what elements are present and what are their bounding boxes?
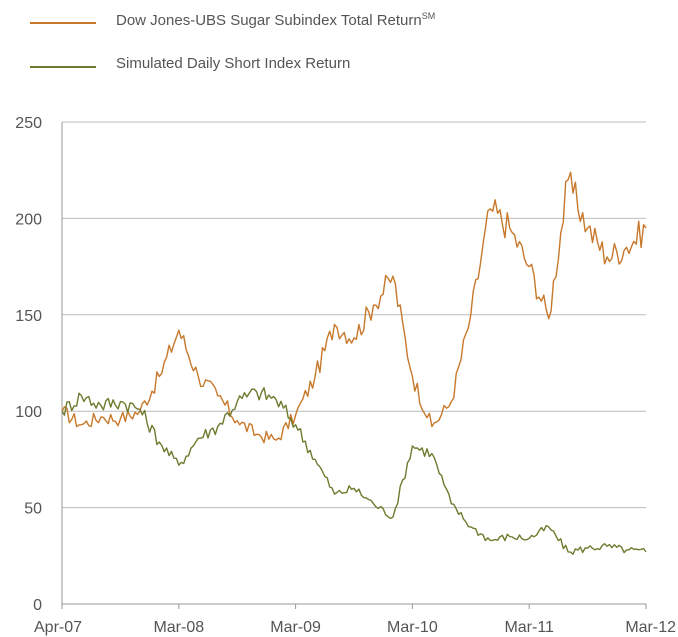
legend-label-total-return: Dow Jones-UBS Sugar Subindex Total Retur…: [116, 11, 435, 29]
legend-label-superscript: SM: [421, 11, 436, 21]
x-tick-label: Mar-11: [504, 619, 554, 636]
x-tick-label: Mar-09: [270, 619, 321, 636]
legend-swatch-short-return: [30, 66, 96, 68]
y-tick-label: 150: [15, 308, 42, 325]
x-tick-label: Mar-10: [387, 619, 438, 636]
series-line-short-return: [61, 387, 647, 555]
x-tick-label: Mar-12: [625, 619, 676, 636]
legend-swatch-total-return: [30, 22, 96, 24]
y-tick-label: 0: [33, 597, 42, 614]
y-tick-label: 100: [15, 404, 42, 421]
y-tick-label: 50: [24, 501, 42, 518]
x-tick-label: Apr-07: [34, 619, 82, 636]
y-tick-label: 250: [15, 115, 42, 132]
legend-label-text: Dow Jones-UBS Sugar Subindex Total Retur…: [116, 12, 422, 29]
legend-label-short-return: Simulated Daily Short Index Return: [116, 55, 351, 72]
y-tick-label: 200: [15, 211, 42, 228]
series-line-total-return: [61, 171, 647, 444]
x-tick-label: Mar-08: [153, 619, 204, 636]
